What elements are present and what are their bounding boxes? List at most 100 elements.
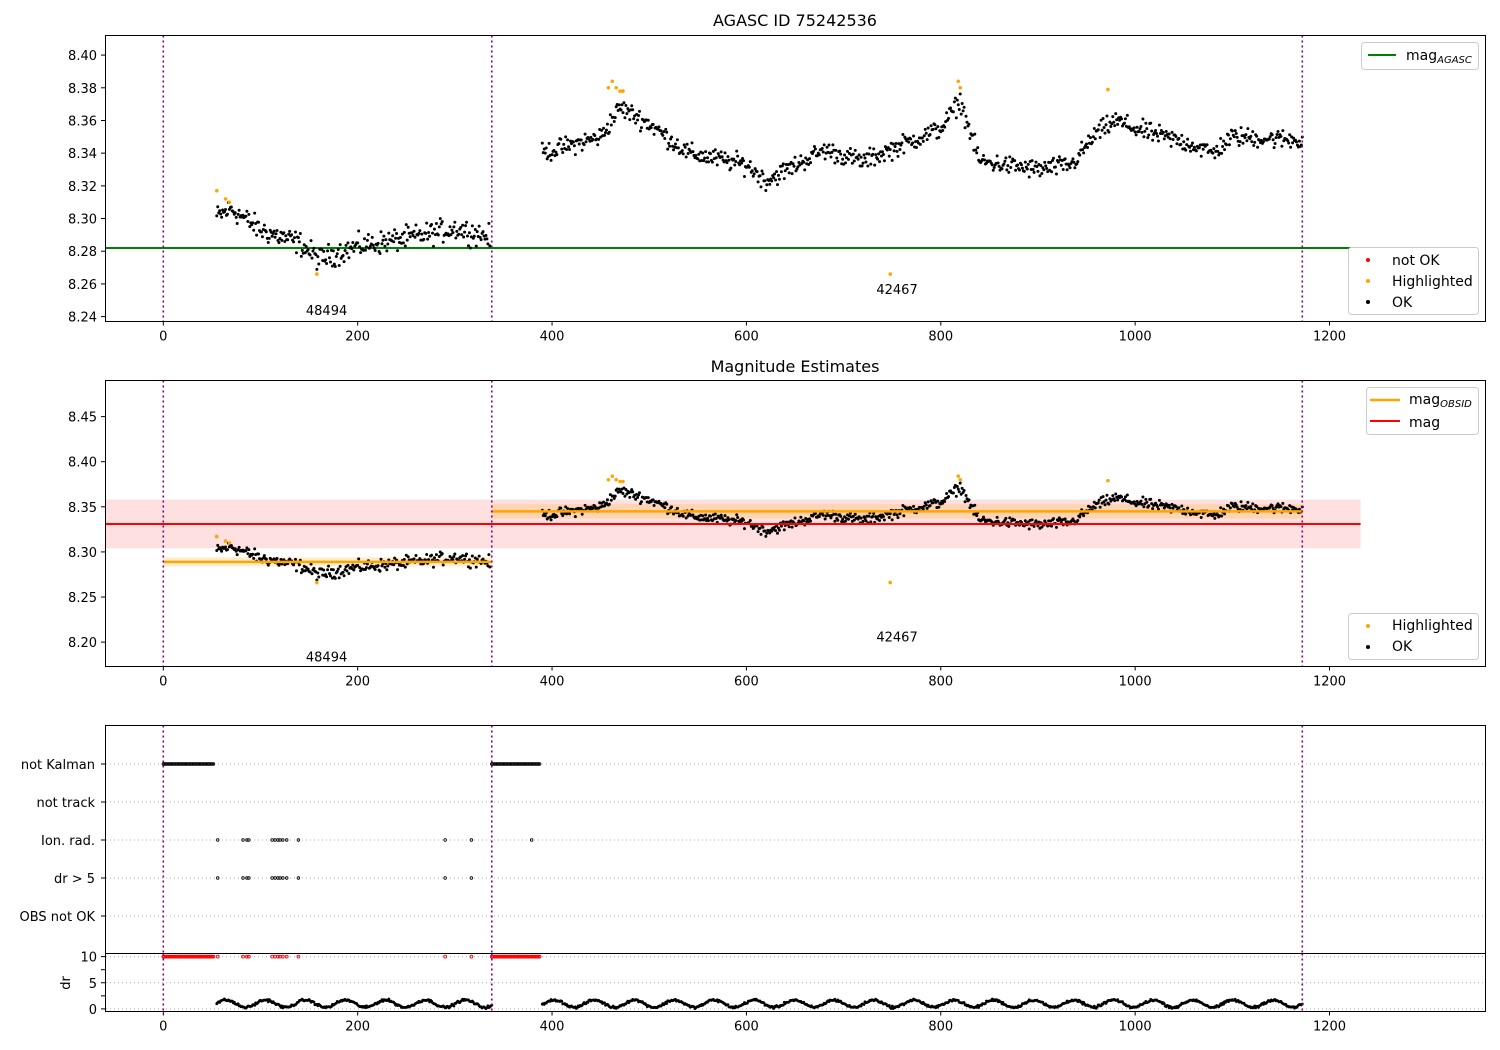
ok-point bbox=[308, 570, 312, 574]
ok-point bbox=[813, 512, 817, 516]
ok-point bbox=[1239, 500, 1243, 504]
ok-point bbox=[1145, 500, 1149, 504]
ok-point bbox=[675, 138, 679, 142]
ok-point bbox=[1134, 133, 1138, 137]
ok-point bbox=[871, 514, 875, 518]
ok-point bbox=[880, 150, 884, 154]
panel-agasc-frame bbox=[105, 35, 1486, 322]
ok-point bbox=[573, 153, 577, 157]
ok-point bbox=[327, 242, 331, 246]
ok-point bbox=[315, 267, 319, 271]
ok-point bbox=[907, 140, 911, 144]
ok-point bbox=[714, 156, 718, 160]
ok-point bbox=[1155, 504, 1159, 508]
ok-point bbox=[441, 563, 445, 567]
y-tick-label: 8.32 bbox=[68, 180, 97, 195]
ok-point bbox=[890, 158, 894, 162]
ok-point bbox=[869, 520, 873, 524]
not-ok-marker bbox=[215, 954, 220, 959]
ok-point bbox=[309, 562, 313, 566]
ok-point bbox=[912, 134, 916, 138]
legend-marker-ok bbox=[1366, 645, 1370, 649]
ok-point bbox=[859, 516, 863, 520]
ok-point bbox=[1251, 502, 1255, 506]
ok-point bbox=[316, 255, 320, 259]
flag-marker bbox=[273, 838, 277, 842]
ok-point bbox=[1232, 135, 1236, 139]
ok-point bbox=[735, 149, 739, 153]
ok-point bbox=[414, 223, 418, 227]
highlighted-point bbox=[618, 479, 622, 484]
ok-point bbox=[580, 148, 584, 152]
ok-point bbox=[387, 231, 391, 235]
highlighted-point bbox=[614, 477, 618, 482]
ok-point bbox=[898, 148, 902, 152]
ok-point bbox=[704, 150, 708, 154]
ok-point bbox=[846, 517, 850, 521]
ok-point bbox=[1291, 141, 1295, 145]
flag-marker bbox=[529, 838, 534, 842]
ok-point bbox=[1063, 517, 1067, 521]
ok-point bbox=[1189, 149, 1193, 153]
ok-point bbox=[1103, 503, 1107, 507]
ok-point bbox=[1272, 146, 1276, 150]
ok-point bbox=[300, 248, 304, 252]
ok-point bbox=[706, 156, 710, 160]
ok-point bbox=[1059, 163, 1063, 167]
ok-point bbox=[245, 209, 249, 213]
flag-category-label: dr > 5 bbox=[54, 872, 95, 887]
ok-point bbox=[1088, 136, 1092, 140]
ok-point bbox=[886, 146, 890, 150]
ok-point bbox=[860, 164, 864, 168]
ok-point bbox=[378, 569, 382, 573]
ok-point bbox=[672, 148, 676, 152]
ok-point bbox=[834, 148, 838, 152]
ok-point bbox=[221, 208, 225, 212]
ok-point bbox=[774, 178, 778, 182]
ok-point bbox=[617, 487, 621, 491]
ok-point bbox=[1177, 506, 1181, 510]
ok-point bbox=[909, 137, 913, 141]
ok-point bbox=[936, 499, 940, 503]
ok-point bbox=[604, 128, 608, 132]
ok-point bbox=[741, 518, 745, 522]
ok-point bbox=[893, 144, 897, 148]
ok-point bbox=[959, 492, 963, 496]
ok-point bbox=[294, 251, 298, 255]
ok-point bbox=[605, 122, 609, 126]
ok-point bbox=[225, 212, 229, 216]
ok-point bbox=[864, 160, 868, 164]
ok-point bbox=[431, 244, 435, 248]
ok-point bbox=[403, 565, 407, 569]
ok-point bbox=[449, 233, 453, 237]
ok-point bbox=[1157, 123, 1161, 127]
ok-point bbox=[898, 512, 902, 516]
ok-point bbox=[376, 564, 380, 568]
ok-point bbox=[287, 232, 291, 236]
ok-point bbox=[914, 145, 918, 149]
ok-point bbox=[918, 142, 922, 146]
ok-point bbox=[902, 151, 906, 155]
ok-point bbox=[843, 153, 847, 157]
ok-point bbox=[583, 132, 587, 136]
ok-point bbox=[453, 552, 457, 556]
ok-point bbox=[896, 516, 900, 520]
ok-point bbox=[566, 138, 570, 142]
ok-point bbox=[1189, 513, 1193, 517]
dr-point bbox=[387, 997, 391, 1001]
ok-point bbox=[1147, 504, 1151, 508]
ok-point bbox=[257, 552, 261, 556]
ok-point bbox=[487, 553, 491, 557]
ok-point bbox=[235, 221, 239, 225]
ok-point bbox=[1097, 498, 1101, 502]
ok-point bbox=[344, 243, 348, 247]
ok-point bbox=[694, 154, 698, 158]
not-ok-marker bbox=[273, 954, 277, 959]
ok-point bbox=[402, 230, 406, 234]
ok-point bbox=[1156, 507, 1160, 511]
dr-point bbox=[887, 1003, 891, 1007]
ok-point bbox=[1022, 524, 1026, 528]
ok-point bbox=[412, 229, 416, 233]
ok-point bbox=[1223, 148, 1227, 152]
